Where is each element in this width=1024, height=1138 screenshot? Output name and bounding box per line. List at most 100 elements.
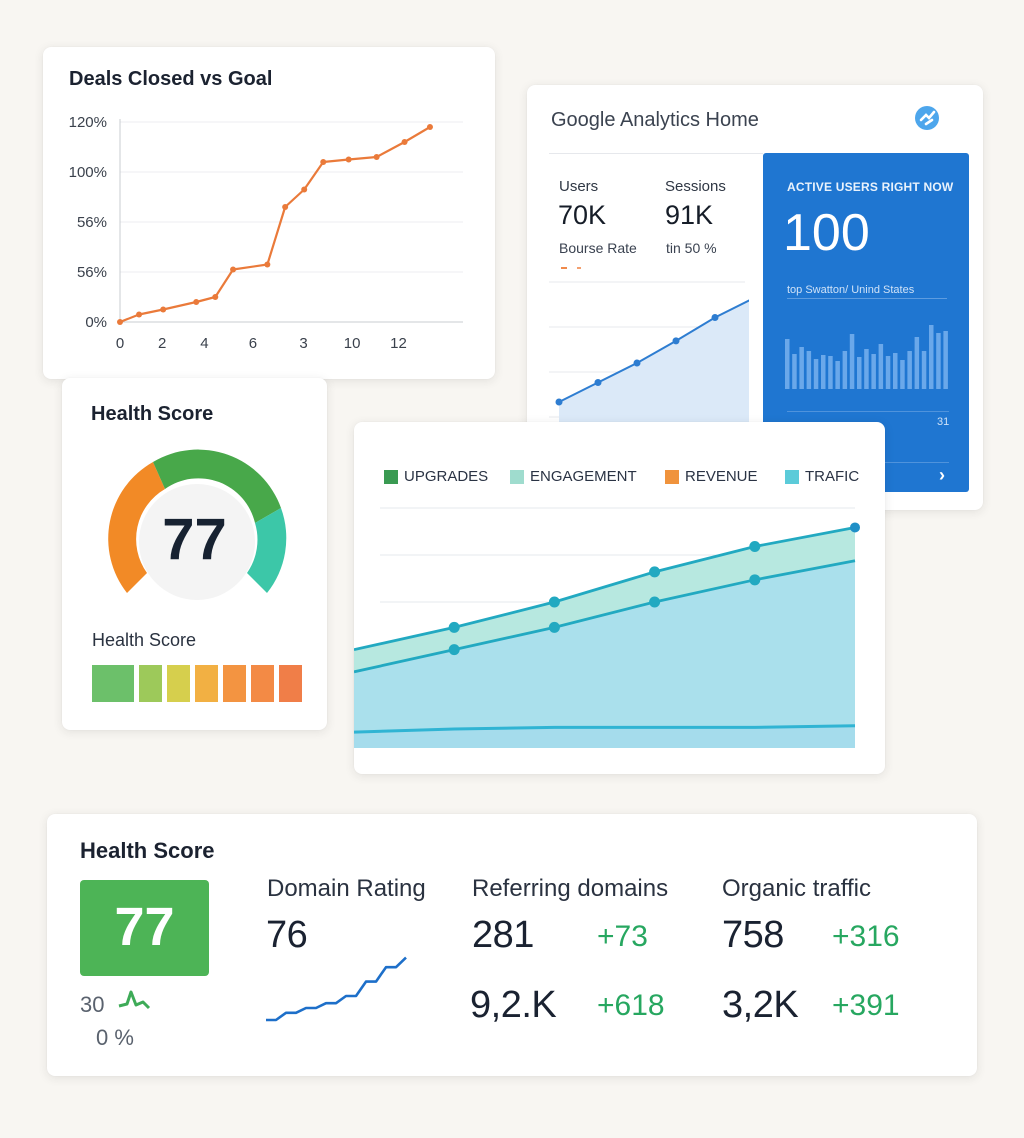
- active-users-bar: [828, 356, 833, 389]
- active-users-rule: [787, 298, 947, 299]
- multi-areas: [354, 527, 855, 748]
- gauge-mid-segment: [153, 449, 281, 523]
- health-scale-block: [167, 665, 190, 702]
- legend-revenue[interactable]: REVENUE: [665, 468, 758, 485]
- deals-point: [282, 204, 289, 210]
- multi-point: [749, 574, 761, 586]
- deals-x-tick-label: 10: [344, 335, 361, 352]
- referring-domains-delta-2: +618: [597, 989, 665, 1022]
- deals-x-tick-label: 12: [390, 335, 407, 352]
- deals-x-tick-label: 3: [299, 335, 307, 352]
- summary-title: Health Score: [80, 838, 215, 863]
- multi-point: [448, 644, 460, 656]
- legend-label: ENGAGEMENT: [530, 468, 637, 485]
- multi-point: [649, 566, 661, 578]
- referring-domains-delta: +73: [597, 920, 648, 953]
- multi-point: [850, 522, 860, 533]
- health-gauge-subtitle: Health Score: [92, 630, 197, 650]
- analytics-mini-point: [711, 314, 719, 321]
- multi-line: [354, 526, 856, 651]
- deals-x-tick-label: 6: [249, 335, 257, 352]
- active-users-bar: [900, 360, 905, 389]
- health-gauge-card: Health Score 77 Health Score: [62, 378, 327, 730]
- legend-upgrades[interactable]: UPGRADES: [384, 468, 488, 485]
- deals-y-tick-label: 100%: [69, 164, 107, 181]
- analytics-mini-point: [633, 359, 641, 367]
- deals-x-tick-label: 2: [158, 335, 166, 352]
- deals-y-tick-label: 56%: [77, 214, 107, 231]
- analytics-mini-points: [555, 314, 719, 406]
- deals-y-tick-label: 0%: [85, 314, 107, 331]
- legend-traffic[interactable]: TRAFIC: [785, 468, 859, 485]
- analytics-mini-chart: [549, 281, 749, 425]
- health-gauge-score: 77: [162, 507, 227, 572]
- organic-traffic-value-2: 3,2K: [722, 984, 799, 1026]
- deals-x-axis: 0 2 4 6 3 10 12: [116, 335, 407, 352]
- active-users-bar: [821, 355, 826, 389]
- deals-point: [401, 139, 408, 145]
- sessions-label: Sessions: [665, 178, 726, 195]
- deals-point: [117, 319, 123, 325]
- analytics-mini-area: [559, 300, 749, 425]
- health-gauge: [108, 449, 287, 600]
- multi-point: [548, 596, 560, 608]
- multi-point: [448, 621, 460, 633]
- score-badge: 77: [80, 880, 209, 976]
- users-indicator: [561, 267, 567, 269]
- active-users-bars: [785, 325, 948, 389]
- active-users-bar: [842, 351, 848, 389]
- legend-swatch: [665, 469, 679, 484]
- seo-summary-card: Health Score 77 30 0 % Domain Rating 76 …: [47, 814, 977, 1076]
- active-users-bar: [785, 339, 790, 389]
- deals-point: [160, 306, 167, 313]
- gauge-high-segment: [247, 508, 287, 593]
- analytics-logo-icon[interactable]: [913, 104, 941, 132]
- deals-point: [373, 154, 380, 160]
- organic-traffic-label: Organic traffic: [722, 875, 871, 902]
- health-scale-block: [223, 665, 246, 702]
- active-users-bar: [871, 354, 876, 389]
- trend-icon: [118, 990, 151, 1010]
- active-users-bar: [878, 344, 884, 389]
- deals-card: Deals Closed vs Goal 120% 100% 56% 56% 0% 0 2…: [43, 47, 495, 379]
- active-users-bar: [921, 351, 927, 389]
- gauge-low-segment: [108, 462, 165, 593]
- active-users-bar: [893, 353, 898, 389]
- deals-point: [301, 186, 308, 193]
- summary-percent: 0 %: [96, 1025, 134, 1050]
- chevron-right-icon[interactable]: ›: [939, 465, 945, 485]
- multi-point: [649, 596, 661, 608]
- domain-rating-sparkline: [266, 956, 407, 1022]
- active-users-bar: [885, 356, 891, 389]
- deals-point: [212, 294, 219, 300]
- multi-series-card: UPGRADES ENGAGEMENT REVENUE TRAFIC: [354, 422, 885, 774]
- deals-point: [230, 266, 237, 273]
- multi-line: [354, 559, 856, 674]
- analytics-divider: [549, 153, 763, 154]
- deals-y-tick-label: 56%: [77, 264, 107, 281]
- legend-swatch: [510, 469, 524, 484]
- active-users-bar: [849, 334, 855, 389]
- organic-traffic-delta-2: +391: [832, 989, 900, 1022]
- users-label: Users: [559, 178, 599, 195]
- legend-label: TRAFIC: [805, 468, 860, 485]
- multi-lines: [354, 526, 856, 734]
- active-users-bar: [857, 357, 862, 389]
- referring-domains-label: Referring domains: [472, 875, 669, 902]
- active-users-bar: [907, 351, 912, 389]
- deals-point: [136, 311, 143, 318]
- multi-points: [448, 522, 860, 656]
- deals-point: [320, 159, 327, 165]
- active-users-location: top Swatton/ Unind States: [787, 284, 915, 296]
- deals-y-axis: 120% 100% 56% 56% 0%: [69, 114, 107, 331]
- active-users-bar: [914, 337, 920, 389]
- multi-area: [354, 560, 855, 748]
- deals-point: [193, 299, 200, 305]
- active-users-bar: [792, 354, 797, 389]
- health-gauge-title: Health Score: [91, 403, 214, 425]
- analytics-mini-point: [555, 398, 563, 406]
- active-users-bar: [936, 333, 941, 389]
- active-users-axis-label: 31: [937, 416, 950, 428]
- legend-engagement[interactable]: ENGAGEMENT: [510, 468, 637, 485]
- deals-x-tick-label: 0: [116, 335, 124, 352]
